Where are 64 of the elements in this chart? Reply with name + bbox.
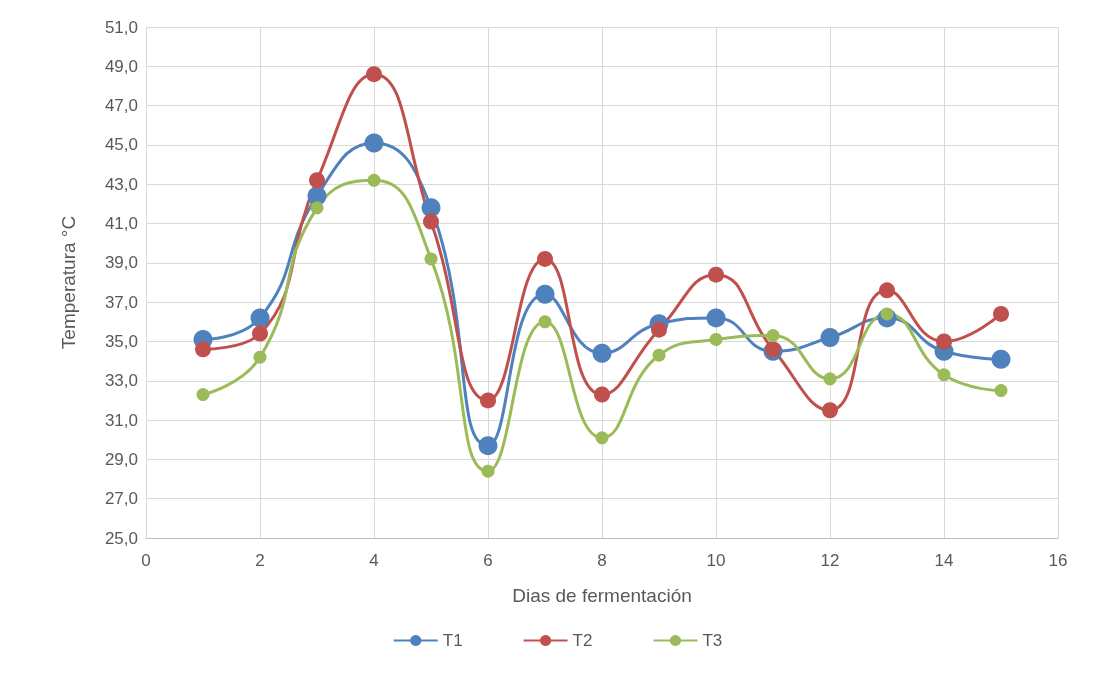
point <box>937 368 951 382</box>
y-tick-label: 41,0 <box>104 214 138 234</box>
point <box>594 386 610 403</box>
point <box>595 431 609 445</box>
x-tick-label: 12 <box>820 551 840 570</box>
y-tick-label: 31,0 <box>104 410 138 430</box>
y-tick-label: 25,0 <box>104 528 138 548</box>
point <box>366 66 382 83</box>
point <box>423 213 439 230</box>
point <box>481 464 495 478</box>
y-tick-label: 51,0 <box>104 17 138 37</box>
y-tick-label: 29,0 <box>104 449 138 469</box>
x-tick-label: 14 <box>934 551 954 570</box>
x-tick-label: 6 <box>483 551 493 570</box>
point <box>879 282 895 299</box>
point <box>994 384 1008 398</box>
point <box>993 305 1009 322</box>
point <box>195 341 211 358</box>
y-tick-label: 33,0 <box>104 371 138 391</box>
x-tick-label: 2 <box>255 551 265 570</box>
point <box>936 333 952 350</box>
x-tick-label: 10 <box>706 551 726 570</box>
y-tick-label: 43,0 <box>104 174 138 194</box>
point <box>196 388 210 402</box>
point <box>766 329 780 343</box>
point <box>708 266 724 283</box>
point <box>592 343 612 363</box>
point <box>538 315 552 329</box>
x-tick-label: 16 <box>1048 551 1068 570</box>
point <box>309 172 325 189</box>
point <box>310 201 324 215</box>
y-tick-label: 39,0 <box>104 253 138 273</box>
y-tick-label: 27,0 <box>104 489 138 509</box>
y-axis-title: Temperatura °C <box>58 215 79 350</box>
x-axis-title: Dias de fermentación <box>512 585 692 606</box>
x-tick-label: 0 <box>141 551 151 570</box>
point <box>651 321 667 338</box>
legend-label: T3 <box>702 631 723 650</box>
y-tick-label: 47,0 <box>104 96 138 116</box>
point <box>991 349 1011 369</box>
point <box>706 308 726 328</box>
point <box>822 402 838 419</box>
point <box>253 350 267 364</box>
y-tick-label: 35,0 <box>104 331 138 351</box>
point <box>480 392 496 409</box>
legend-label: T2 <box>572 631 593 650</box>
y-tick-label: 49,0 <box>104 56 138 76</box>
point <box>652 348 666 362</box>
legend-label: T1 <box>442 631 463 650</box>
x-tick-label: 4 <box>369 551 379 570</box>
y-tick-label: 37,0 <box>104 292 138 312</box>
point <box>535 284 555 304</box>
point <box>823 372 837 386</box>
point <box>709 333 723 346</box>
point <box>364 133 384 153</box>
point <box>250 308 270 328</box>
y-tick-label: 45,0 <box>104 135 138 155</box>
point <box>252 325 268 342</box>
point <box>367 173 381 187</box>
point <box>478 436 498 456</box>
x-tick-label: 8 <box>597 551 607 570</box>
point <box>424 252 438 266</box>
point <box>820 328 840 348</box>
point <box>537 250 553 267</box>
